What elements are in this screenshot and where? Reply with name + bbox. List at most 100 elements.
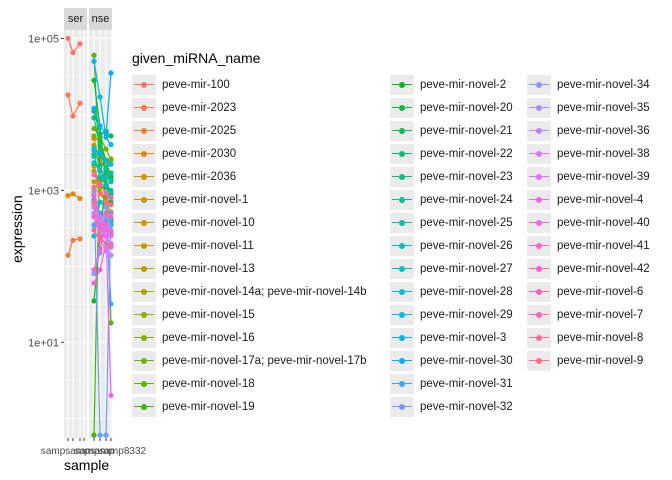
legend-item: peve-mir-novel-38: [527, 142, 650, 165]
legend-label: peve-mir-novel-21: [420, 124, 513, 137]
legend-item: peve-mir-100: [132, 73, 230, 96]
facet-panel: [64, 30, 87, 438]
legend-key: [527, 304, 551, 325]
data-point: [91, 199, 97, 205]
data-point: [91, 172, 97, 178]
data-point: [91, 193, 97, 199]
legend-item: peve-mir-novel-34: [527, 73, 650, 96]
facet-strip: [89, 8, 112, 30]
data-point: [77, 195, 83, 202]
legend-item: peve-mir-novel-35: [527, 96, 650, 119]
legend-label: peve-mir-novel-25: [420, 216, 513, 229]
facet-strip: [64, 8, 87, 30]
legend-key: [132, 327, 156, 348]
legend-item: peve-mir-novel-31: [390, 372, 513, 395]
legend-item: peve-mir-novel-19: [132, 395, 255, 418]
data-point: [91, 267, 97, 273]
data-point: [108, 214, 114, 220]
legend-item: peve-mir-novel-41: [527, 234, 650, 257]
y-tick-label: 1e+03: [28, 185, 59, 197]
legend-label: peve-mir-novel-38: [557, 147, 650, 160]
data-point: [103, 222, 109, 228]
series-line: [93, 151, 112, 174]
data-point: [91, 179, 97, 185]
legend-item: peve-mir-novel-11: [132, 234, 254, 257]
data-point: [103, 204, 109, 210]
legend-title: given_miRNA_name: [132, 50, 261, 66]
legend-item: peve-mir-novel-36: [527, 119, 650, 142]
data-point: [108, 201, 114, 208]
data-point: [108, 157, 114, 163]
data-point: [97, 237, 103, 243]
legend-item: peve-mir-2036: [132, 165, 236, 188]
legend-item: peve-mir-novel-9: [527, 349, 643, 372]
data-point: [91, 105, 97, 111]
legend-key: [132, 120, 156, 141]
data-point: [65, 92, 71, 98]
legend-label: peve-mir-novel-9: [557, 354, 644, 367]
data-point: [103, 199, 109, 205]
legend-item: peve-mir-novel-24: [390, 188, 513, 211]
data-point: [97, 168, 103, 174]
y-axis: 1e+01 1e+03 1e+05: [28, 33, 64, 349]
legend-label: peve-mir-novel-8: [557, 331, 644, 344]
legend-label: peve-mir-novel-10: [162, 216, 255, 229]
legend-key: [527, 143, 551, 164]
legend-item: peve-mir-novel-28: [390, 280, 513, 303]
data-point: [103, 174, 109, 180]
legend-key: [390, 189, 414, 210]
series-line: [93, 61, 112, 145]
data-point: [91, 160, 97, 166]
legend-label: peve-mir-novel-23: [420, 170, 513, 183]
data-point: [91, 184, 97, 190]
legend-key: [390, 212, 414, 233]
data-point: [103, 131, 109, 137]
legend-item: peve-mir-novel-21: [390, 119, 513, 142]
legend-key: [390, 258, 414, 279]
legend-label: peve-mir-novel-14a; peve-mir-novel-14b: [162, 285, 367, 298]
legend-label: peve-mir-novel-36: [557, 124, 650, 137]
legend-label: peve-mir-novel-6: [557, 285, 644, 298]
legend-item: peve-mir-2025: [132, 119, 236, 142]
legend-key: [132, 212, 156, 233]
legend-item: peve-mir-novel-4: [527, 188, 643, 211]
legend-item: peve-mir-novel-32: [390, 395, 513, 418]
data-point: [108, 301, 114, 307]
data-point: [70, 191, 76, 197]
legend-label: peve-mir-novel-15: [162, 308, 255, 321]
data-point: [91, 227, 97, 233]
data-point: [70, 113, 76, 119]
legend-key: [132, 166, 156, 187]
series-peve-mir-novel-9: [91, 184, 114, 208]
data-point: [70, 50, 76, 56]
facet-strip-label: ser: [68, 13, 84, 25]
data-point: [91, 214, 97, 220]
data-point: [91, 298, 97, 304]
data-point: [91, 115, 97, 121]
data-point: [108, 142, 114, 148]
data-point: [65, 193, 71, 199]
legend-item: peve-mir-novel-16: [132, 326, 255, 349]
legend-label: peve-mir-novel-27: [420, 262, 513, 275]
legend-item: peve-mir-novel-3: [390, 326, 506, 349]
y-tick-label: 1e+05: [28, 33, 59, 45]
y-tick-label: 1e+01: [28, 337, 59, 349]
legend-key: [527, 120, 551, 141]
data-point: [91, 432, 97, 438]
series-peve-mir-novel-3: [91, 146, 114, 167]
legend-key: [390, 396, 414, 417]
data-point: [97, 143, 103, 149]
legend-key: [132, 143, 156, 164]
data-point: [108, 252, 114, 258]
legend-key: [527, 350, 551, 371]
legend-label: peve-mir-novel-20: [420, 101, 513, 114]
data-point: [97, 163, 103, 169]
data-point: [108, 161, 114, 167]
legend-label: peve-mir-novel-3: [420, 331, 507, 344]
legend-label: peve-mir-novel-26: [420, 239, 513, 252]
legend-label: peve-mir-100: [162, 78, 230, 91]
legend-key: [527, 281, 551, 302]
x-tick-label: sampsampsamp: [41, 446, 115, 457]
